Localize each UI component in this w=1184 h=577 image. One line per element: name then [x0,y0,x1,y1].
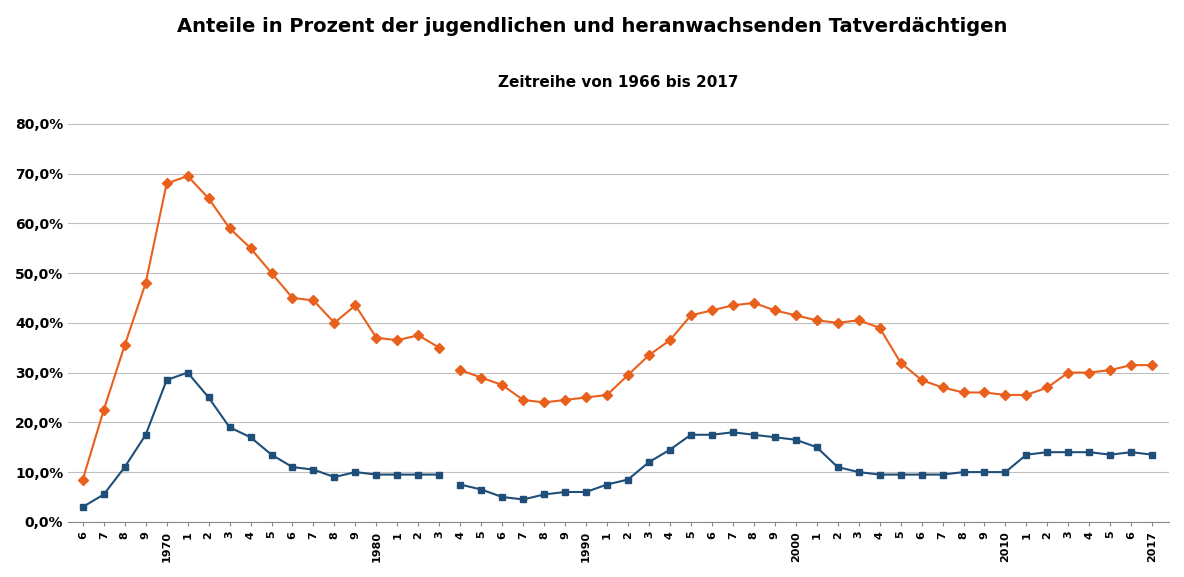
Title: Zeitreihe von 1966 bis 2017: Zeitreihe von 1966 bis 2017 [498,75,739,90]
Text: Anteile in Prozent der jugendlichen und heranwachsenden Tatverdächtigen: Anteile in Prozent der jugendlichen und … [176,17,1008,36]
